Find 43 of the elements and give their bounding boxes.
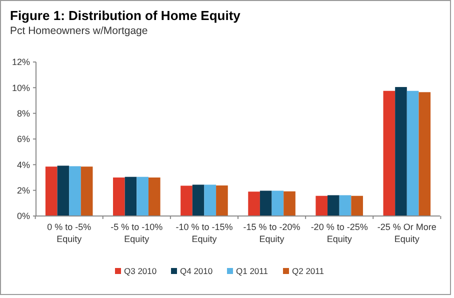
x-tick-label: -25 % Or More Equity <box>377 222 436 244</box>
bar <box>383 90 396 216</box>
bar <box>69 166 81 216</box>
y-tick-label: 12% <box>12 57 30 68</box>
bar <box>418 92 431 216</box>
y-tick-label: 4% <box>16 160 30 170</box>
x-tick-label: -5 % to -10% Equity <box>110 222 163 244</box>
legend-label: Q3 2010 <box>124 266 157 276</box>
x-tick-label: 0 % to -5% Equity <box>47 222 92 244</box>
chart-title: Figure 1: Distribution of Home Equity <box>10 8 242 23</box>
bar <box>328 195 340 216</box>
legend-label: Q2 2011 <box>292 266 324 276</box>
bar <box>80 166 93 216</box>
bar <box>339 195 352 216</box>
bar <box>395 87 407 216</box>
bar <box>124 176 137 216</box>
bar <box>57 166 70 216</box>
chart-subtitle: Pct Homeowners w/Mortgage <box>10 25 148 37</box>
bar <box>316 196 328 216</box>
y-tick-label: 0% <box>16 211 30 222</box>
bar <box>192 184 204 216</box>
legend-label: Q4 2010 <box>180 266 213 276</box>
bar <box>136 176 148 216</box>
bar <box>284 191 296 216</box>
bar <box>216 185 228 216</box>
bar <box>45 166 58 216</box>
y-tick-label: 10% <box>12 82 30 93</box>
bar <box>204 184 216 216</box>
x-tick-label: -15 % to -20% Equity <box>243 222 300 244</box>
bar <box>272 190 284 216</box>
x-tick-label: -10 % to -15% Equity <box>176 222 233 244</box>
bar <box>406 90 419 216</box>
bar <box>351 196 363 216</box>
bar <box>113 178 125 216</box>
bar <box>180 186 192 216</box>
bar <box>248 192 260 216</box>
legend-label: Q1 2011 <box>236 266 268 276</box>
bar <box>148 178 160 216</box>
x-tick-label: -20 % to -25% Equity <box>310 222 368 244</box>
bar <box>260 190 272 216</box>
y-tick-label: 2% <box>16 185 30 196</box>
y-tick-label: 8% <box>16 108 30 118</box>
y-tick-label: 6% <box>16 134 30 144</box>
